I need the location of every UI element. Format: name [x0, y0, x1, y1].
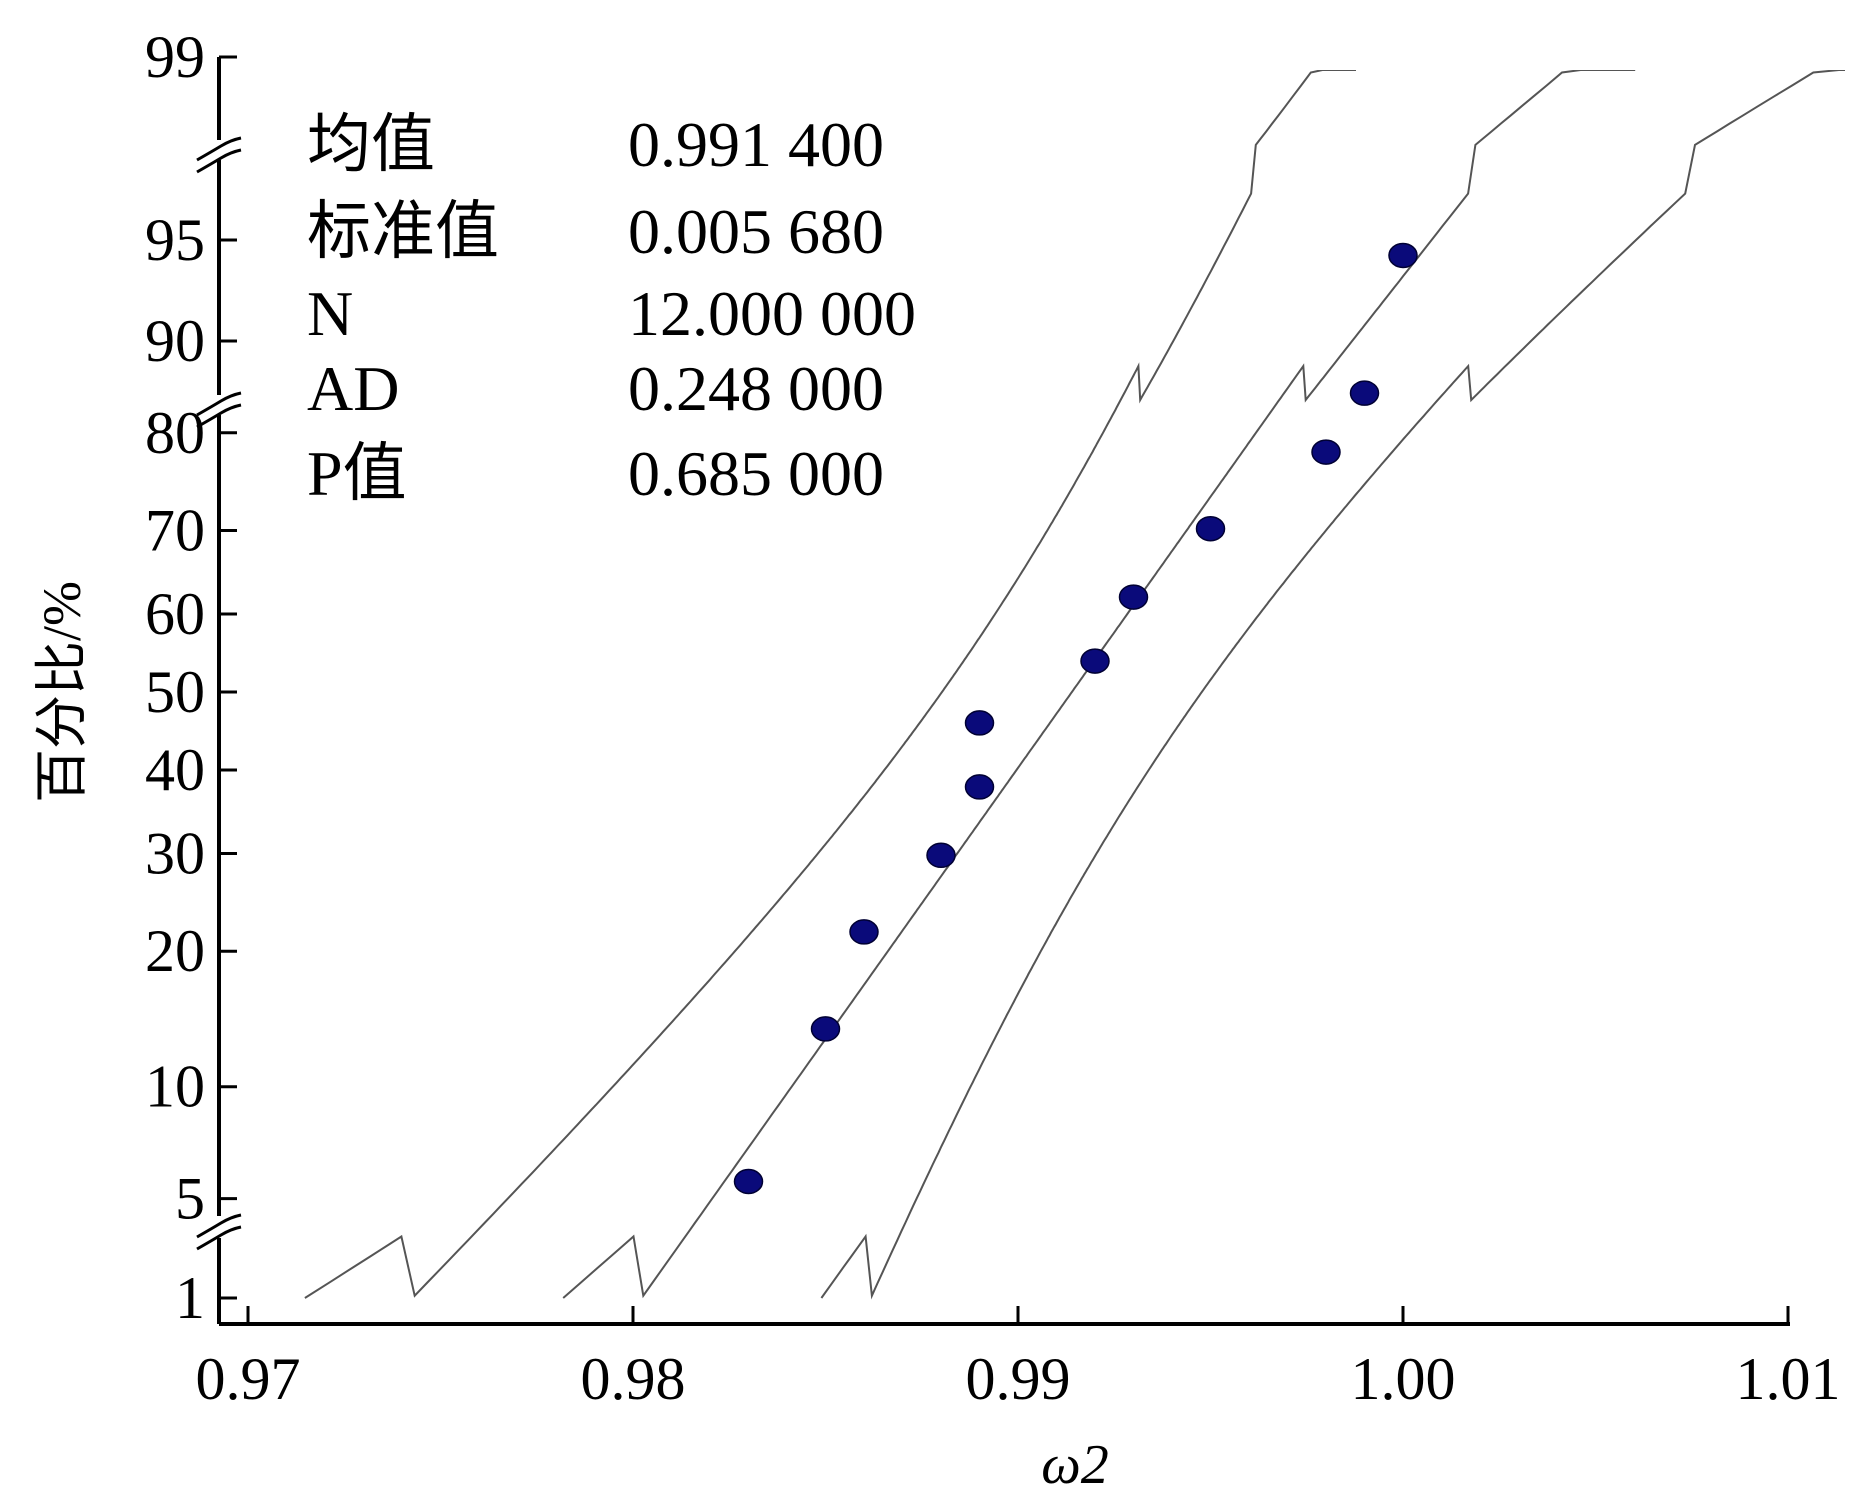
- y-tick-label: 80: [145, 400, 205, 466]
- y-tick-label: 95: [145, 207, 205, 273]
- y-tick-label: 99: [145, 24, 205, 90]
- y-tick-label: 30: [145, 821, 205, 887]
- confidence-band-left-line: [304, 70, 1356, 1299]
- stat-value: 0.005 680: [628, 196, 884, 267]
- stat-label: 均值: [307, 109, 435, 180]
- fitted-line: [562, 70, 1636, 1299]
- confidence-band-lines: [304, 70, 1845, 1300]
- y-tick-label: 50: [145, 659, 205, 725]
- data-point: [964, 710, 995, 736]
- data-point: [1118, 584, 1149, 610]
- y-tick-label: 60: [145, 581, 205, 647]
- x-tick-label: 1.00: [1351, 1346, 1456, 1412]
- y-axis-break-mark: [196, 391, 242, 417]
- statistics-box: 均值 0.991 400 标准值 0.005 680 N 12.000 000 AD 0.24…: [307, 109, 916, 509]
- y-axis-title: 百分比/%: [32, 581, 92, 803]
- data-point: [1388, 242, 1418, 269]
- x-tick-label: 0.99: [966, 1346, 1071, 1412]
- data-point: [1311, 439, 1341, 465]
- data-point: [964, 774, 995, 800]
- y-tick-label: 40: [145, 737, 205, 803]
- data-point: [1195, 515, 1226, 542]
- data-point: [1080, 648, 1110, 674]
- stat-value: 0.685 000: [628, 438, 884, 509]
- tick-labels: 0.97 0.98 0.99 1.00 1.01 1 5 10 20 30 40 50 60 70 80 90…: [145, 24, 1841, 1412]
- data-point: [810, 1016, 841, 1042]
- x-tick-label: 0.98: [581, 1346, 686, 1412]
- data-point: [849, 919, 879, 945]
- axes: [196, 55, 1790, 1326]
- stat-value: 0.248 000: [628, 353, 884, 424]
- stat-label: P值: [307, 438, 407, 509]
- x-tick-label: 0.97: [196, 1346, 301, 1412]
- stat-label: N: [307, 278, 353, 349]
- y-tick-label: 5: [175, 1166, 205, 1232]
- y-axis-break-mark: [196, 1225, 242, 1251]
- y-tick-label: 20: [145, 918, 205, 984]
- y-axis-break-mark: [196, 148, 242, 174]
- y-axis-break-mark: [196, 403, 242, 429]
- stat-label: 标准值: [307, 196, 499, 267]
- stat-value: 0.991 400: [628, 109, 884, 180]
- x-axis-title: ω2: [1041, 1434, 1109, 1496]
- y-tick-label: 1: [175, 1265, 205, 1331]
- x-tick-label: 1.01: [1736, 1346, 1841, 1412]
- data-points: [733, 242, 1418, 1195]
- y-tick-label: 70: [145, 497, 205, 563]
- data-point: [1349, 380, 1380, 406]
- data-point: [926, 842, 956, 869]
- y-axis-break-mark: [196, 1213, 242, 1239]
- stat-label: AD: [307, 353, 399, 424]
- stat-value: 12.000 000: [628, 278, 916, 349]
- y-axis-break-mark: [196, 136, 242, 162]
- y-tick-label: 90: [145, 308, 205, 374]
- confidence-band-right-line: [820, 70, 1845, 1300]
- y-tick-label: 10: [145, 1054, 205, 1120]
- data-point: [733, 1168, 764, 1195]
